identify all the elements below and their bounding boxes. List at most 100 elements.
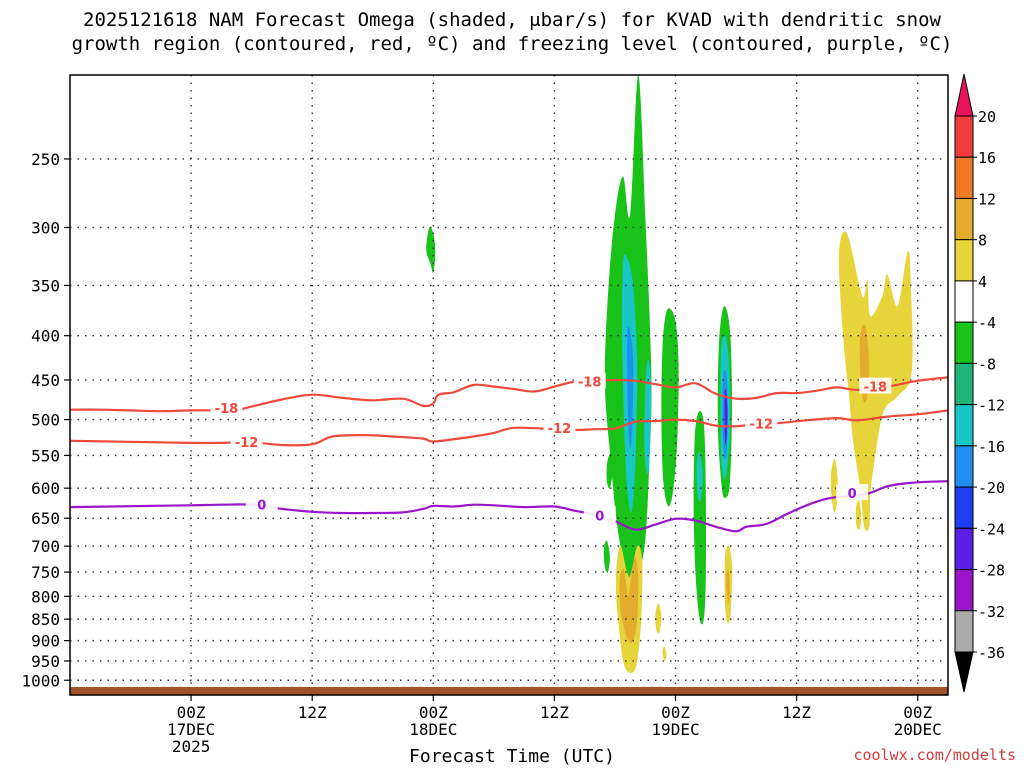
y-tick-label-3: 400 — [31, 327, 60, 346]
omega-region-16 — [655, 603, 662, 634]
plot-frame — [69, 74, 949, 696]
contour-label-bg-0-0 — [210, 399, 243, 416]
colorbar-band-0 — [954, 115, 974, 158]
x-tick-label-0-1: 17DEC — [167, 720, 215, 739]
contour-label-1-0: -12 — [235, 436, 259, 451]
colorbar-band-2 — [954, 197, 974, 241]
grid — [70, 75, 948, 695]
omega-region-19 — [725, 568, 731, 604]
contour-label-bg-0-2 — [859, 377, 892, 394]
omega-region-1 — [661, 308, 679, 507]
contour-label-bg-0-1 — [573, 372, 606, 389]
contour-labels: -18 -18 -18 -12 -12 -12 0 0 0 — [210, 372, 892, 524]
contour-label-0-2: -18 — [864, 381, 888, 396]
y-tick-label-4: 450 — [31, 371, 60, 390]
omega-shading — [426, 75, 913, 673]
x-tick-label-4-0: 00Z — [661, 703, 690, 722]
y-axis: 250 300 350 400 450 500 550 600 650 700 750 800 850 9… — [21, 150, 70, 690]
y-tick-label-0: 250 — [31, 150, 60, 169]
colorbar-label-9: -20 — [978, 479, 1005, 497]
colorbar-arrow-bottom — [954, 651, 974, 693]
y-tick-label-11: 800 — [31, 587, 60, 606]
y-tick-label-13: 900 — [31, 632, 60, 651]
omega-region-2 — [693, 410, 707, 625]
colorbar-label-6: -8 — [978, 355, 996, 373]
colorbar-label-5: -4 — [978, 314, 996, 332]
colorbar-band-11 — [954, 569, 974, 612]
colorbar-band-9 — [954, 486, 974, 529]
colorbar-label-3: 8 — [978, 232, 987, 250]
omega-region-11 — [627, 326, 634, 449]
contour-line-0 — [70, 376, 948, 413]
omega-region-9 — [644, 360, 652, 475]
colorbar-band-8 — [954, 445, 974, 488]
y-tick-label-9: 700 — [31, 537, 60, 556]
colorbar-label-7: -12 — [978, 397, 1005, 415]
contour-label-0-0: -18 — [215, 402, 239, 417]
contour-label-2-1: 0 — [595, 509, 604, 524]
contour-label-bg-2-1 — [583, 506, 616, 523]
colorbar-band-3 — [954, 239, 974, 282]
contour-label-bg-1-0 — [230, 433, 263, 450]
colorbar-band-7 — [954, 404, 974, 447]
y-tick-label-6: 550 — [31, 446, 60, 465]
x-tick-label-1-0: 12Z — [298, 703, 327, 722]
colorbar-band-6 — [954, 362, 974, 406]
colorbar-label-12: -32 — [978, 603, 1005, 621]
y-tick-label-5: 500 — [31, 411, 60, 430]
colorbar-label-2: 12 — [978, 190, 996, 208]
contour-label-2-2: 0 — [848, 487, 857, 502]
contour-label-bg-1-2 — [745, 414, 778, 431]
x-tick-label-5-0: 12Z — [782, 703, 811, 722]
colorbar-label-1: 16 — [978, 149, 996, 167]
contour-label-1-1: -12 — [548, 422, 572, 437]
contour-label-bg-2-2 — [836, 484, 869, 501]
omega-region-23 — [855, 499, 862, 530]
colorbar-label-0: 20 — [978, 108, 996, 126]
contour-label-1-2: -12 — [750, 417, 774, 432]
y-tick-label-2: 350 — [31, 276, 60, 295]
y-tick-label-14: 950 — [31, 652, 60, 671]
x-axis-label: Forecast Time (UTC) — [409, 746, 615, 767]
colorbar-label-8: -16 — [978, 438, 1005, 456]
colorbar-label-10: -24 — [978, 520, 1005, 538]
omega-region-10 — [696, 451, 703, 502]
omega-region-13 — [724, 388, 728, 445]
y-tick-label-1: 300 — [31, 218, 60, 237]
colorbar-band-1 — [954, 156, 974, 199]
omega-region-17 — [662, 646, 667, 662]
y-tick-label-15: 1000 — [21, 671, 60, 690]
contour-line-2 — [70, 480, 948, 533]
contour-line-1 — [70, 409, 948, 447]
colorbar-label-11: -28 — [978, 562, 1005, 580]
colorbar-band-12 — [954, 610, 974, 653]
colorbar: 20 16 12 8 4 -4 -8 -12 -16 -20 -24 -28 -32 -36 — [954, 73, 1005, 693]
omega-region-4 — [426, 226, 436, 273]
omega-region-15 — [619, 556, 639, 644]
colorbar-label-13: -36 — [978, 644, 1005, 662]
x-tick-label-3-0: 12Z — [540, 703, 569, 722]
colorbar-arrow-top — [954, 73, 974, 117]
colorbar-band-4 — [954, 280, 974, 323]
chart-title-line2: growth region (contoured, red, ºC) and f… — [71, 33, 953, 55]
colorbar-label-4: 4 — [978, 273, 987, 291]
x-tick-label-6-1: 20DEC — [894, 720, 942, 739]
colorbar-band-5 — [954, 321, 974, 364]
y-tick-label-10: 750 — [31, 563, 60, 582]
x-tick-label-2-1: 18DEC — [409, 720, 457, 739]
y-tick-label-7: 600 — [31, 479, 60, 498]
x-tick-label-0-0: 00Z — [177, 703, 206, 722]
chart-title-line1: 2025121618 NAM Forecast Omega (shaded, μ… — [83, 9, 941, 31]
colorbar-band-10 — [954, 527, 974, 571]
x-tick-label-2-0: 00Z — [419, 703, 448, 722]
contour-label-0-1: -18 — [578, 376, 602, 391]
contour-label-bg-2-0 — [245, 495, 278, 512]
omega-region-6 — [606, 454, 613, 489]
y-tick-label-8: 650 — [31, 509, 60, 528]
credit-link[interactable]: coolwx.com/modelts — [853, 746, 1016, 764]
x-tick-label-6-0: 00Z — [903, 703, 932, 722]
contour-label-bg-1-1 — [543, 418, 576, 435]
terrain — [70, 686, 948, 695]
